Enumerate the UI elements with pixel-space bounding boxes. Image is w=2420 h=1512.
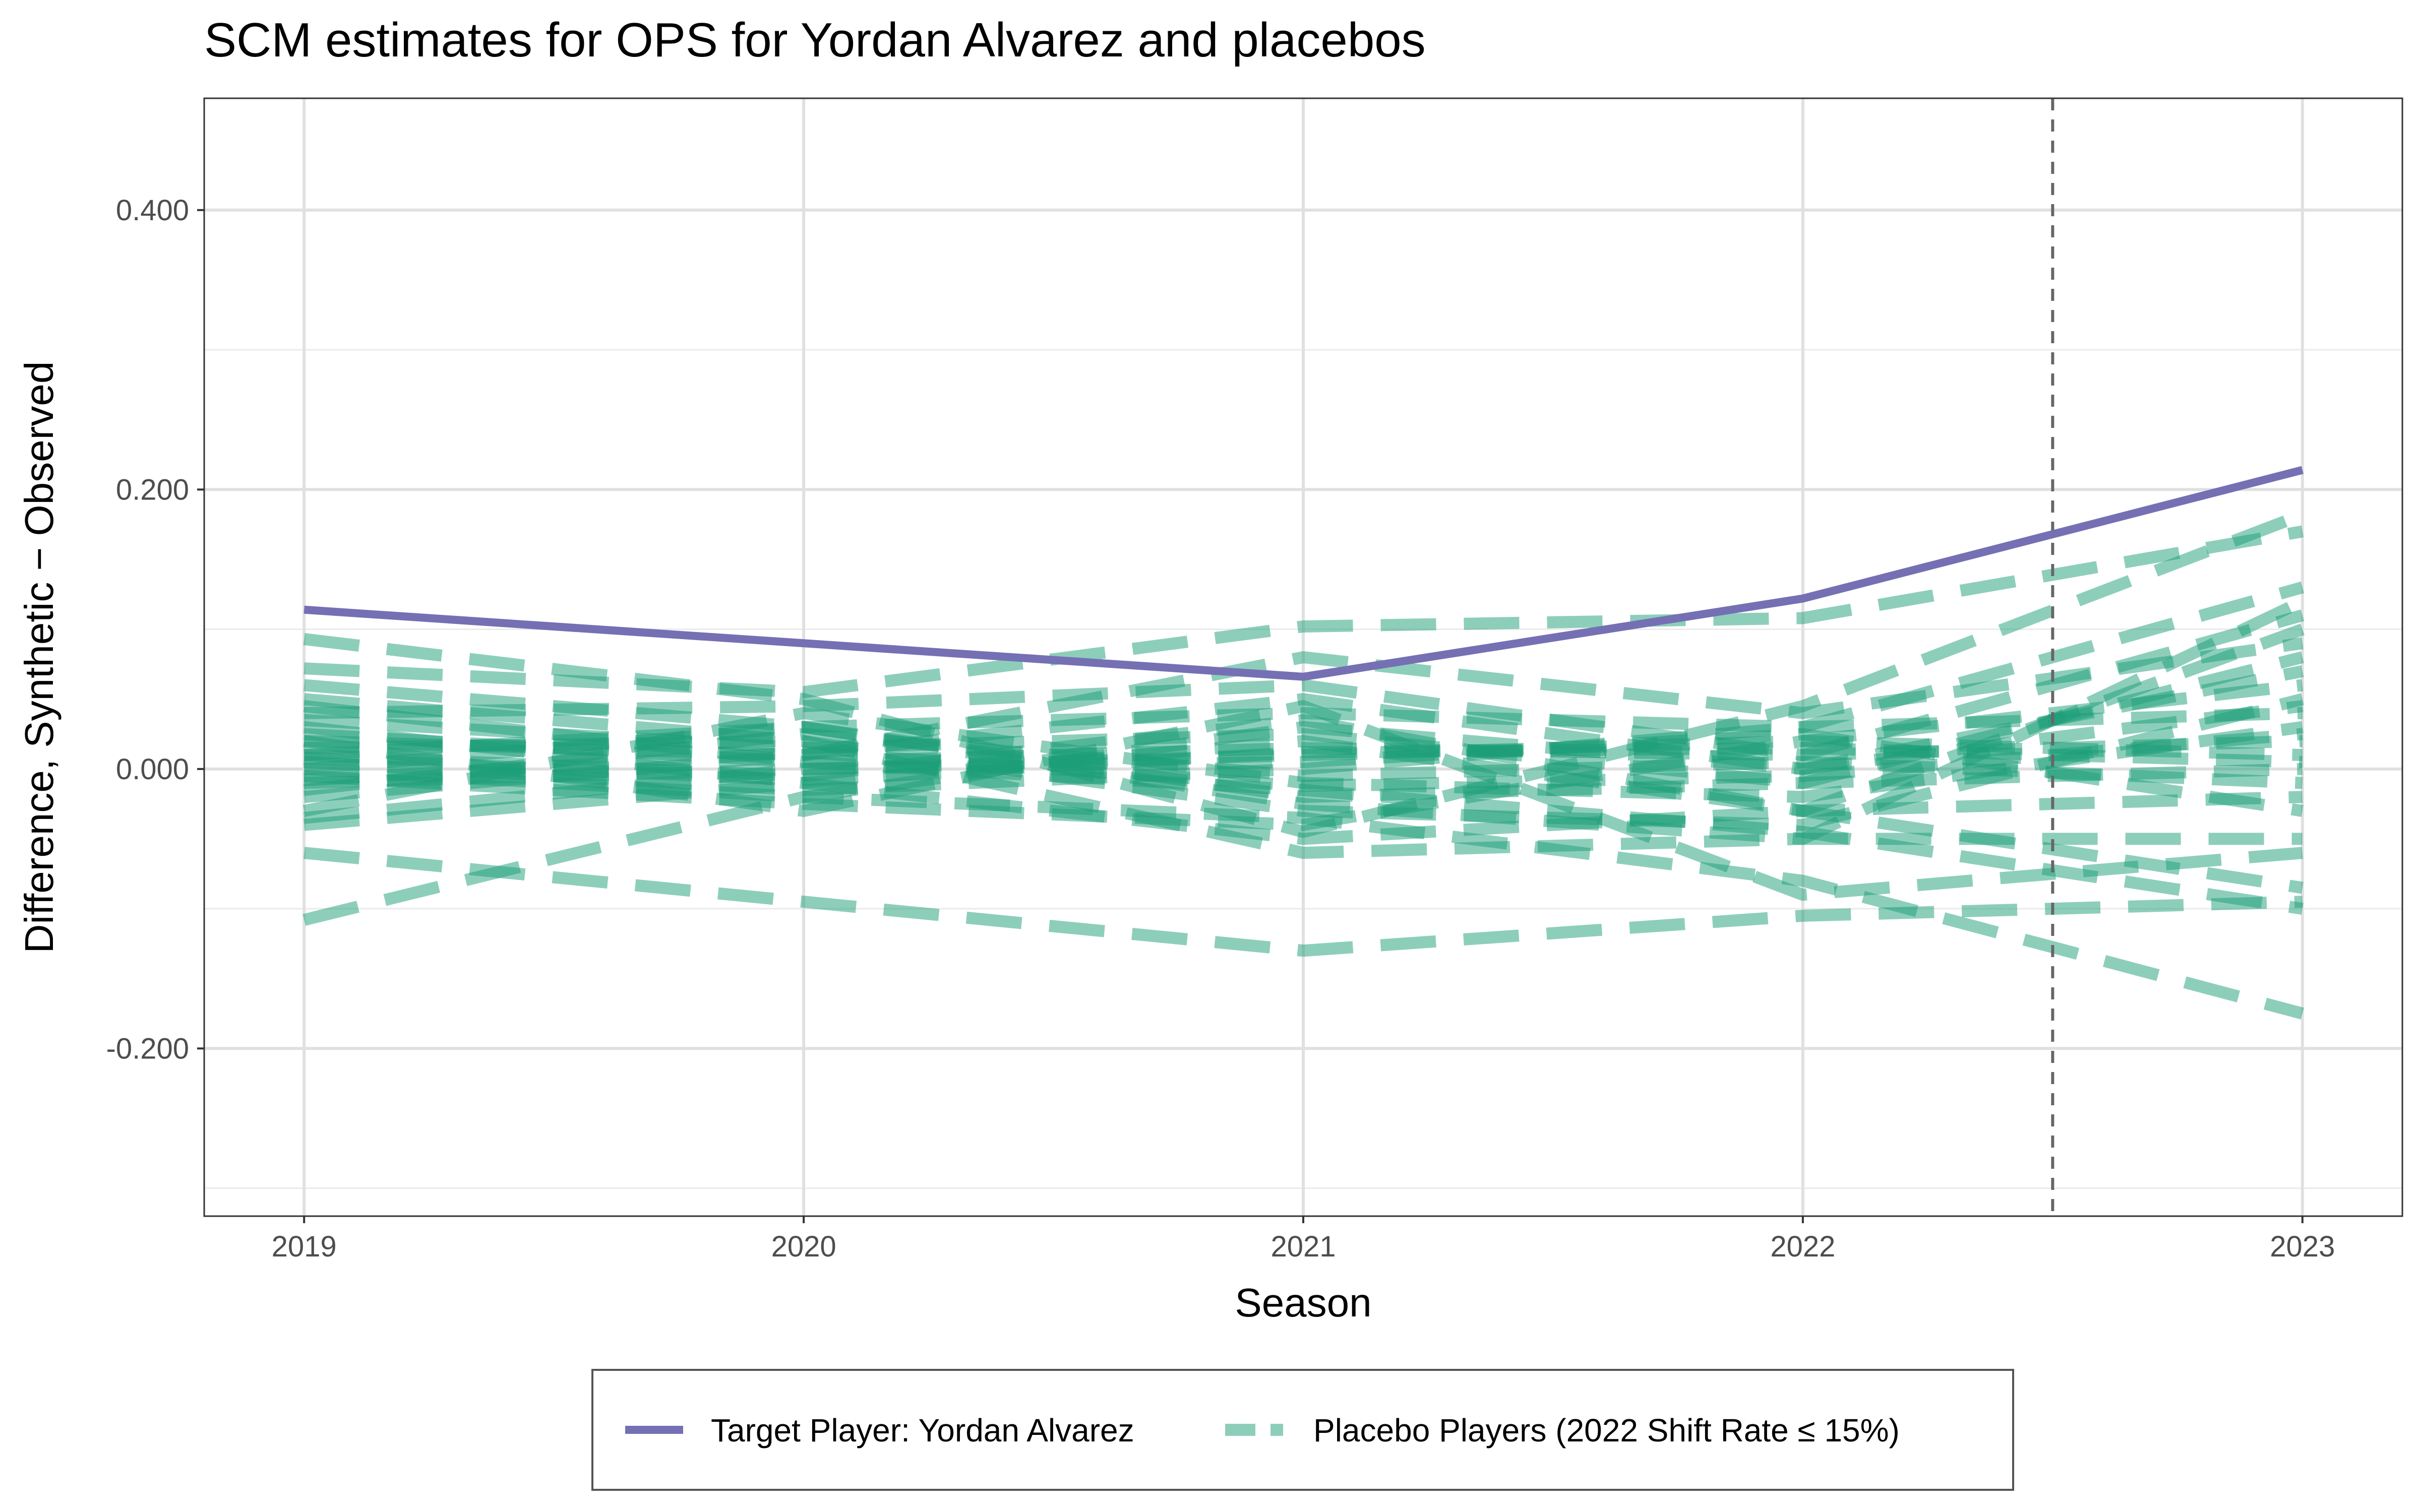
placebo-series-line-22 xyxy=(303,700,2303,901)
legend-label-target: Target Player: Yordan Alvarez xyxy=(711,1412,1134,1448)
placebo-series-group xyxy=(302,509,2305,1020)
y-tick-label: 0.000 xyxy=(116,753,189,786)
placebo-series-line-26 xyxy=(302,791,2304,1020)
x-axis-title: Season xyxy=(1235,1280,1371,1325)
y-axis-title: Difference, Synthetic − Observed xyxy=(17,361,62,954)
x-tick-label: 2023 xyxy=(2270,1230,2335,1263)
legend-label-placebo: Placebo Players (2022 Shift Rate ≤ 15%) xyxy=(1313,1412,1900,1448)
x-tick-label: 2019 xyxy=(272,1230,337,1263)
x-tick-label: 2020 xyxy=(771,1230,836,1263)
x-tick-label: 2022 xyxy=(1770,1230,1835,1263)
y-axis-ticks: -0.200 0.000 0.200 0.400 xyxy=(106,194,204,1065)
y-tick-label: 0.200 xyxy=(116,473,189,506)
target-series-group xyxy=(304,466,2304,681)
placebo-series-line-2 xyxy=(304,525,2304,699)
placebo-series-line-28 xyxy=(304,728,2303,792)
placebo-series-line-27 xyxy=(304,742,2303,786)
target-series-line xyxy=(304,466,2304,681)
y-tick-label: 0.400 xyxy=(116,194,189,227)
placebo-series-line-5 xyxy=(304,609,2305,762)
chart-title: SCM estimates for OPS for Yordan Alvarez… xyxy=(204,13,1426,67)
placebo-series-line-18 xyxy=(303,728,2303,796)
x-axis-ticks: 2019 2020 2021 2022 2023 xyxy=(272,1216,2335,1263)
legend-box xyxy=(591,1369,2014,1491)
legend: Target Player: Yordan Alvarez Placebo Pl… xyxy=(591,1369,2014,1491)
x-tick-label: 2021 xyxy=(1270,1230,1336,1263)
y-tick-label: -0.200 xyxy=(106,1032,189,1065)
placebo-series-line-25 xyxy=(304,847,2303,957)
placebo-series-line-23 xyxy=(304,777,2304,894)
